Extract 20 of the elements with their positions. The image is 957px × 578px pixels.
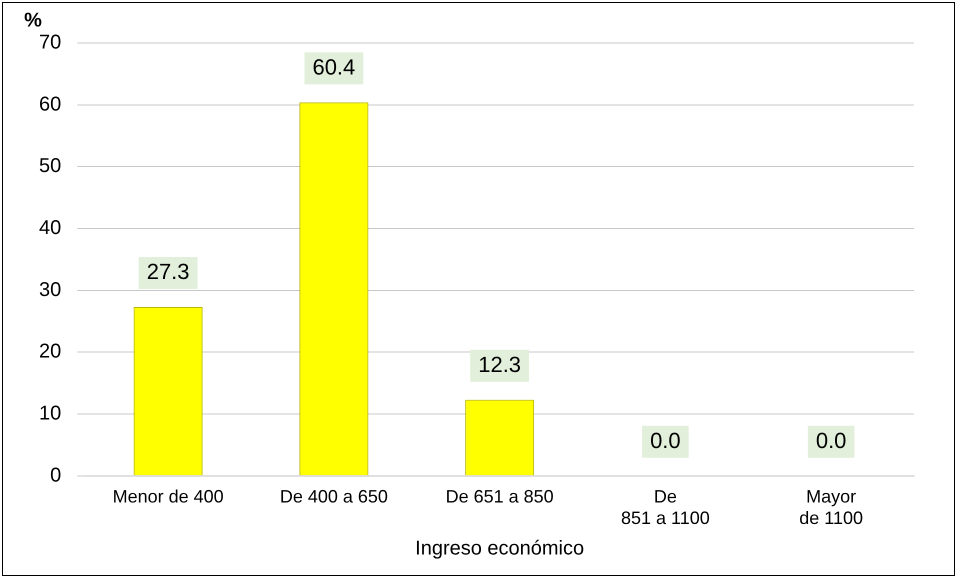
x-tick-label: De 851 a 1100 — [620, 486, 710, 528]
data-label: 0.0 — [816, 428, 846, 453]
y-tick-label: 40 — [38, 217, 62, 239]
x-tick-label: De 651 a 850 — [446, 486, 554, 507]
y-tick-label: 30 — [38, 278, 62, 301]
data-label: 12.3 — [478, 352, 522, 377]
y-tick-label: 70 — [38, 32, 62, 54]
y-tick-label: 20 — [38, 340, 62, 363]
y-tick-label: 50 — [38, 155, 62, 178]
x-tick-label: Mayor de 1100 — [799, 486, 863, 528]
x-axis-title: Ingreso económico — [415, 538, 584, 560]
y-tick-label: 10 — [38, 402, 62, 424]
y-tick-label: 0 — [50, 464, 62, 486]
y-tick-label: 60 — [38, 93, 62, 116]
data-label: 27.3 — [146, 259, 190, 284]
y-axis-title: % — [24, 10, 42, 32]
data-label: 0.0 — [650, 428, 681, 453]
x-tick-label: Menor de 400 — [112, 486, 224, 507]
data-label: 60.4 — [312, 54, 356, 80]
x-tick-label: De 400 a 650 — [280, 486, 388, 507]
